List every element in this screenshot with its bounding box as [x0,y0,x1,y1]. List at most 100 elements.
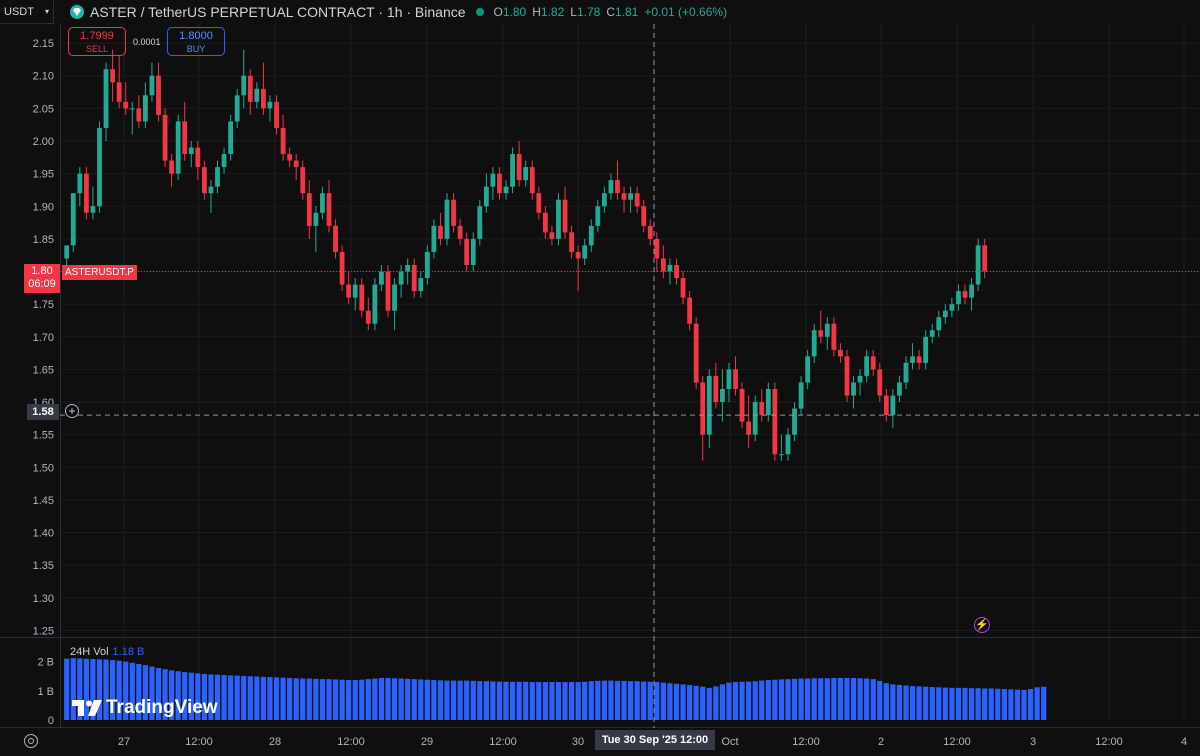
candle-body [431,225,437,252]
candle-body [228,121,234,155]
y-tick-label: 1.45 [33,495,54,507]
lightning-icon[interactable]: ⚡ [974,617,990,633]
candle-body [805,356,811,383]
volume-bar [962,687,968,720]
candle-body [254,88,260,102]
volume-bar [372,678,378,720]
volume-bar [391,678,398,720]
volume-bar [877,680,883,720]
candle-body [536,193,542,213]
volume-bar [680,684,686,720]
y-tick-label: 1.90 [33,201,54,213]
volume-bar [1027,689,1034,720]
volume-bar [575,682,581,720]
candle-body [779,454,784,456]
candle-body [320,193,325,213]
volume-bar [378,677,385,720]
volume-bar [77,658,83,720]
volume-bar [805,678,811,720]
y-tick-label: 1.85 [33,234,54,246]
candle-body [733,369,738,389]
candle-body [372,284,378,324]
candle-body [883,395,889,416]
candle-body [287,154,293,161]
candle-body [962,291,968,298]
volume-bar [1021,689,1027,720]
volume-bar [306,678,312,720]
overlay-lines [60,24,1200,728]
volume-bar [706,687,712,720]
volume-bar [536,682,542,720]
volume-bar [365,679,371,720]
candle-body [208,186,214,194]
symbol-title[interactable]: ASTER / TetherUS PERPETUAL CONTRACT · 1h… [90,4,466,20]
volume-bar [234,675,240,720]
volume-bar [326,679,332,720]
x-tick-label: 12:00 [943,736,971,748]
candle-body [267,101,273,109]
volume-legend: 24H Vol 1.18 B [70,646,144,658]
volume-bar [995,688,1001,720]
volume-bar [614,680,621,720]
volume-bar [562,682,568,720]
candle-body [621,193,627,200]
volume-bar [214,674,221,720]
candle-body [831,323,837,350]
volume-bar [70,658,76,720]
candle-body [392,284,397,311]
volume-bar [687,684,693,720]
candle-body [477,206,483,239]
x-tick-label: Oct [721,736,738,748]
volume-bar [850,677,857,720]
volume-bar [870,679,876,720]
candle-body [936,317,942,331]
volume-bar [864,678,870,720]
add-alert-plus-icon[interactable]: + [65,404,79,418]
volume-bar [490,681,496,720]
candle-body [628,193,634,200]
volume-bar [726,682,732,720]
candle-body [241,75,247,96]
candle-body [398,271,404,285]
candle-body [490,173,496,187]
candle-body [720,388,725,403]
x-tick-label: 4 [1181,736,1187,748]
candle-body [313,212,319,226]
candle-body [706,375,712,435]
tradingview-logo-icon [72,700,102,716]
candle-body [451,199,456,226]
volume-bar [975,688,981,720]
last-price-tag: 1.80 06:09 [24,264,60,293]
volume-bar [103,659,109,720]
buy-button[interactable]: 1.8000 BUY [167,27,225,56]
y-tick-label: 1.25 [33,625,54,637]
volume-bar [929,687,935,720]
candle-body [379,271,384,285]
sell-button[interactable]: 1.7999 SELL [68,27,126,56]
volume-bar [772,679,778,720]
candle-body [693,323,699,383]
candle-body [339,251,345,285]
candle-body [680,278,686,298]
symbol-price-label: ASTERUSDT.P [62,265,137,280]
candle-body [103,69,109,128]
volume-bar [673,683,680,720]
candle-body [175,121,181,174]
last-price-value: 1.80 [31,265,53,277]
candle-body [162,114,168,161]
gear-icon[interactable] [24,734,38,748]
volume-bar [83,658,89,720]
volume-bar [346,679,352,720]
sell-price: 1.7999 [80,30,114,42]
volume-bar [516,681,522,720]
volume-bar [595,680,601,720]
tradingview-logo[interactable]: TradingView [72,697,218,719]
volume-bar [837,677,844,720]
candle-body [201,167,207,194]
volume-bars [64,658,1047,720]
candle-body [818,330,824,337]
volume-bar [352,679,358,720]
candle-body [569,232,574,252]
currency-selector[interactable]: USDT ▾ [0,0,54,24]
